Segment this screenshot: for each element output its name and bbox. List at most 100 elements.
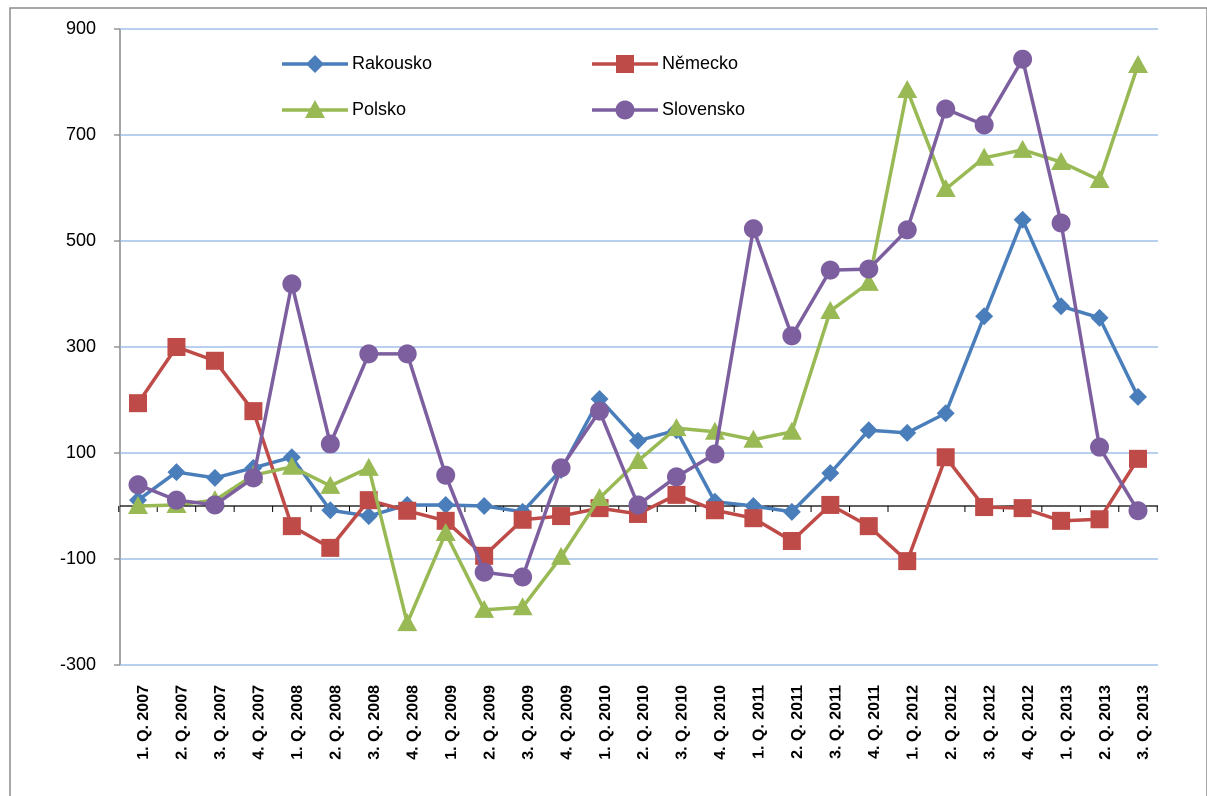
marker: [782, 502, 801, 521]
marker: [820, 260, 840, 280]
marker: [205, 351, 224, 370]
marker: [359, 491, 378, 510]
marker: [436, 495, 455, 514]
marker: [552, 507, 571, 526]
marker: [898, 423, 917, 442]
marker: [1052, 297, 1071, 316]
marker: [305, 100, 325, 118]
marker: [936, 99, 956, 119]
marker: [974, 115, 994, 135]
legend-label: Slovensko: [662, 99, 745, 119]
y-tick-label: 100: [66, 442, 96, 462]
marker: [513, 510, 532, 529]
marker: [167, 463, 186, 482]
x-tick-label: 1. Q. 2008: [289, 685, 306, 760]
x-tick-label: 2. Q. 2008: [328, 685, 345, 760]
marker: [436, 511, 455, 530]
marker: [321, 501, 340, 520]
marker: [590, 401, 610, 421]
marker: [782, 326, 802, 346]
marker: [436, 465, 456, 485]
series-line: [137, 64, 1140, 625]
marker: [358, 457, 379, 476]
x-tick-label: 1. Q. 2011: [751, 685, 768, 759]
marker: [129, 394, 147, 413]
marker: [167, 338, 186, 356]
chart-frame: [9, 7, 1207, 796]
marker: [1090, 437, 1110, 457]
marker: [859, 517, 878, 536]
x-tick-label: 2. Q. 2010: [635, 685, 652, 760]
x-tick-label: 3. Q. 2008: [366, 685, 383, 760]
marker: [306, 55, 324, 73]
marker: [743, 429, 764, 448]
marker: [321, 538, 340, 557]
marker: [897, 220, 917, 240]
y-tick-label: 300: [66, 336, 96, 356]
marker: [205, 495, 225, 515]
marker: [1051, 213, 1071, 233]
x-tick-label: 1. Q. 2012: [904, 685, 921, 760]
marker: [1089, 170, 1110, 189]
x-tick-label: 2. Q. 2012: [943, 685, 960, 760]
marker: [244, 402, 263, 421]
marker: [859, 259, 879, 279]
marker: [1090, 308, 1109, 327]
x-tick-label: 1. Q. 2010: [597, 685, 614, 760]
marker: [512, 597, 533, 616]
marker: [705, 501, 724, 520]
marker: [936, 448, 955, 467]
marker: [474, 562, 494, 582]
marker: [1128, 55, 1148, 74]
marker: [628, 495, 648, 515]
marker: [359, 507, 378, 526]
x-tick-label: 4. Q. 2010: [712, 685, 729, 760]
x-tick-label: 3. Q. 2013: [1135, 685, 1152, 760]
marker: [397, 344, 417, 364]
marker: [897, 79, 918, 98]
marker: [359, 344, 379, 364]
x-tick-label: 2. Q. 2009: [481, 685, 498, 760]
marker: [820, 300, 841, 319]
marker: [551, 546, 572, 565]
marker: [858, 272, 879, 291]
marker: [1013, 499, 1032, 518]
marker: [743, 219, 763, 239]
marker: [782, 531, 801, 550]
y-tick-label: -100: [60, 548, 96, 568]
marker: [1013, 49, 1033, 69]
marker: [705, 444, 725, 464]
marker: [282, 274, 302, 294]
x-tick-label: 4. Q. 2007: [251, 685, 268, 760]
x-tick-label: 3. Q. 2007: [212, 685, 229, 760]
x-tick-label: 2. Q. 2007: [174, 685, 191, 760]
x-tick-label: 1. Q. 2009: [443, 685, 460, 760]
y-tick-label: 500: [66, 230, 96, 250]
marker: [974, 147, 995, 166]
marker: [1128, 501, 1148, 521]
y-tick-label: 900: [66, 18, 96, 38]
marker: [616, 55, 634, 73]
marker: [243, 468, 263, 488]
marker: [666, 467, 686, 487]
marker: [435, 523, 456, 542]
marker: [1129, 449, 1147, 468]
x-tick-label: 4. Q. 2008: [404, 685, 421, 760]
marker: [282, 517, 301, 536]
marker: [859, 421, 878, 440]
marker: [320, 475, 341, 494]
legend-label: Německo: [662, 53, 738, 73]
marker: [821, 464, 840, 483]
marker: [1013, 210, 1032, 229]
marker: [629, 431, 647, 450]
marker: [1090, 510, 1109, 529]
y-tick-label: 700: [66, 124, 96, 144]
marker: [281, 456, 302, 475]
x-tick-label: 1. Q. 2007: [135, 685, 152, 760]
marker: [551, 458, 571, 478]
x-tick-label: 3. Q. 2009: [520, 685, 537, 760]
x-tick-label: 4. Q. 2011: [866, 685, 883, 759]
marker: [744, 509, 763, 528]
marker: [667, 485, 686, 504]
